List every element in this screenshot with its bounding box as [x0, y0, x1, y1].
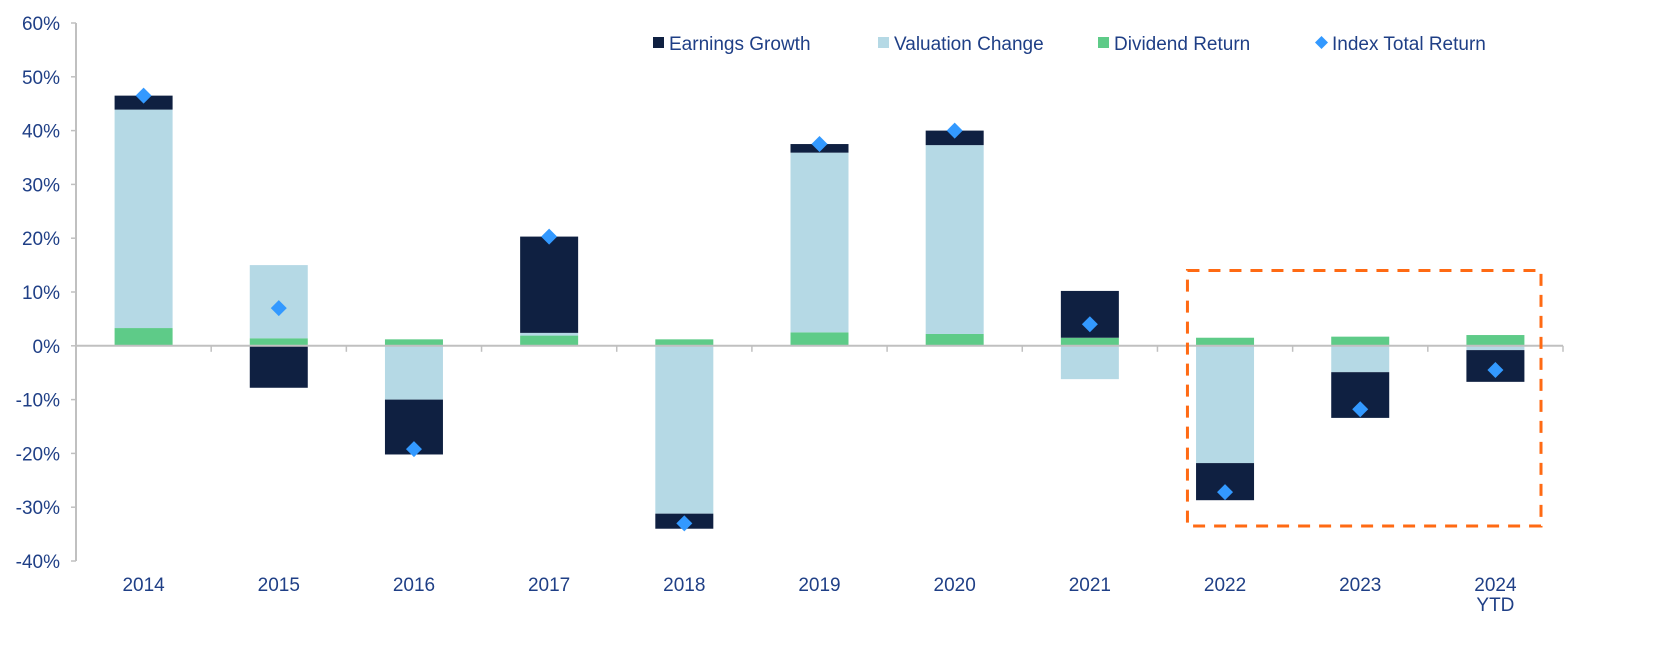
bar-earnings-growth [520, 236, 579, 333]
legend-label: Dividend Return [1114, 34, 1250, 55]
bar-group-2019 [790, 144, 849, 346]
bar-dividend-return [1196, 337, 1255, 346]
legend-swatch-dividend-return [1098, 37, 1109, 48]
x-tick-label: 2020 [934, 575, 976, 596]
y-tick-label: 10% [22, 283, 60, 304]
bar-dividend-return [384, 339, 443, 346]
bar-valuation-change [655, 345, 714, 514]
index-total-return-marker [405, 441, 422, 458]
index-total-return-marker [541, 228, 558, 245]
legend-item-earnings-growth: Earnings Growth [653, 34, 811, 55]
bar-group-2023 [1331, 336, 1390, 418]
legend-label: Valuation Change [894, 34, 1044, 55]
y-tick-label: 60% [22, 14, 60, 35]
bar-dividend-return [1466, 335, 1525, 346]
bar-group-2016 [384, 339, 443, 455]
bars [114, 95, 1525, 529]
y-tick-label: 30% [22, 175, 60, 196]
legend-diamond-icon [1315, 36, 1328, 49]
x-tick-label: 2023 [1339, 575, 1381, 596]
bar-valuation-change [1060, 345, 1119, 380]
x-tick-label: 2022 [1204, 575, 1246, 596]
bar-group-2017 [520, 236, 579, 346]
bar-dividend-return [1060, 337, 1119, 346]
legend-label: Earnings Growth [669, 34, 811, 55]
y-tick-label: 40% [22, 122, 60, 143]
index-total-return-marker [135, 87, 152, 104]
bar-group-2022 [1196, 337, 1255, 501]
legend-swatch-valuation-change [878, 37, 889, 48]
x-axis: 2014 2015 2016 2017 2018 2019 2020 2021 2022 2023… [75, 344, 1564, 616]
y-tick-label: 50% [22, 68, 60, 89]
y-axis: 60% 50% 40% 30% 20% 10% 0% -10% -20% -30% -40% [16, 14, 77, 573]
bar-group-2018 [655, 339, 714, 529]
bar-valuation-change [1196, 345, 1255, 464]
y-tick-label: -20% [16, 444, 60, 465]
x-tick-label: 2021 [1069, 575, 1111, 596]
bar-dividend-return [520, 335, 579, 346]
bar-group-2014 [114, 95, 173, 346]
legend: Earnings Growth Valuation Change Dividend … [653, 34, 1486, 55]
x-tick-label: 2024 [1474, 575, 1517, 596]
index-total-return-marker [1487, 362, 1504, 379]
y-tick-label: -10% [16, 391, 60, 412]
bar-group-2015 [249, 265, 308, 388]
legend-item-index-total-return: Index Total Return [1315, 34, 1486, 55]
legend-label: Index Total Return [1332, 34, 1486, 55]
bar-earnings-growth [249, 345, 308, 388]
highlight-dashed-box [1185, 268, 1543, 528]
bar-dividend-return [925, 333, 984, 346]
annotations [1185, 268, 1543, 528]
bar-dividend-return [1331, 336, 1390, 346]
bar-dividend-return [114, 328, 173, 346]
y-tick-label: 20% [22, 229, 60, 250]
y-tick-label: 0% [33, 337, 61, 358]
index-total-return-markers [135, 87, 1504, 532]
bar-valuation-change [1466, 345, 1525, 351]
index-total-return-marker [270, 300, 287, 317]
index-total-return-marker [1352, 401, 1369, 418]
bar-group-2020 [925, 130, 984, 346]
bar-valuation-change [384, 345, 443, 400]
x-tick-sublabel: YTD [1476, 595, 1514, 616]
x-tick-label: 2015 [258, 575, 300, 596]
index-total-return-marker [946, 122, 963, 139]
bar-dividend-return [790, 332, 849, 346]
legend-swatch-earnings-growth [653, 37, 664, 48]
bar-group-2021 [1060, 290, 1119, 380]
y-tick-label: -40% [16, 552, 60, 573]
legend-item-dividend-return: Dividend Return [1098, 34, 1250, 55]
legend-item-valuation-change: Valuation Change [878, 34, 1044, 55]
y-tick-label: -30% [16, 498, 60, 519]
bar-dividend-return [249, 338, 308, 346]
x-tick-label: 2018 [663, 575, 705, 596]
bar-valuation-change [114, 109, 173, 329]
bar-valuation-change [925, 145, 984, 334]
index-total-return-marker [811, 136, 828, 153]
x-tick-label: 2016 [393, 575, 435, 596]
x-tick-label: 2014 [122, 575, 165, 596]
bar-dividend-return [655, 339, 714, 346]
x-tick-label: 2019 [798, 575, 840, 596]
index-total-return-marker [676, 515, 693, 532]
bar-valuation-change [1331, 345, 1390, 373]
index-total-return-marker [1081, 316, 1098, 333]
bar-valuation-change [790, 152, 849, 333]
bar-valuation-change [520, 332, 579, 336]
x-tick-label: 2017 [528, 575, 570, 596]
index-total-return-marker [1217, 484, 1234, 501]
